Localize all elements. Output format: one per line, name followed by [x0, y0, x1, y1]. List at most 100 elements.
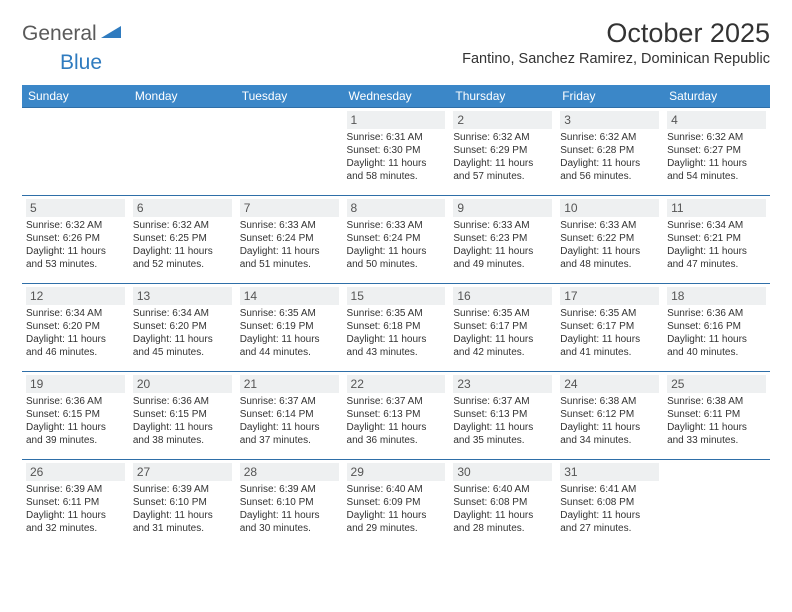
day-info: Sunrise: 6:34 AMSunset: 6:21 PMDaylight:… [667, 219, 766, 271]
daylight-line: Daylight: 11 hours and 31 minutes. [133, 509, 232, 535]
weekday-heading: Tuesday [236, 85, 343, 108]
day-info: Sunrise: 6:32 AMSunset: 6:25 PMDaylight:… [133, 219, 232, 271]
logo: General [22, 18, 123, 46]
sunset-line: Sunset: 6:13 PM [453, 408, 552, 421]
day-info: Sunrise: 6:34 AMSunset: 6:20 PMDaylight:… [26, 307, 125, 359]
calendar-day-cell [236, 108, 343, 196]
daylight-line: Daylight: 11 hours and 47 minutes. [667, 245, 766, 271]
daylight-line: Daylight: 11 hours and 40 minutes. [667, 333, 766, 359]
sunset-line: Sunset: 6:11 PM [667, 408, 766, 421]
daylight-line: Daylight: 11 hours and 35 minutes. [453, 421, 552, 447]
sunrise-line: Sunrise: 6:32 AM [133, 219, 232, 232]
calendar-week-row: 26Sunrise: 6:39 AMSunset: 6:11 PMDayligh… [22, 460, 770, 548]
calendar-day-cell: 14Sunrise: 6:35 AMSunset: 6:19 PMDayligh… [236, 284, 343, 372]
daylight-line: Daylight: 11 hours and 27 minutes. [560, 509, 659, 535]
daylight-line: Daylight: 11 hours and 56 minutes. [560, 157, 659, 183]
calendar-day-cell: 17 Sunrise: 6:35 AMSunset: 6:17 PMDayligh… [556, 284, 663, 372]
day-number: 17 [560, 287, 659, 305]
day-info: Sunrise: 6:40 AMSunset: 6:08 PMDaylight:… [453, 483, 552, 535]
daylight-line: Daylight: 11 hours and 51 minutes. [240, 245, 339, 271]
sunrise-line: Sunrise: 6:35 AM [453, 307, 552, 320]
weekday-heading: Sunday [22, 85, 129, 108]
sunset-line: Sunset: 6:08 PM [453, 496, 552, 509]
calendar-day-cell: 6Sunrise: 6:32 AMSunset: 6:25 PMDaylight… [129, 196, 236, 284]
day-number: 8 [347, 199, 446, 217]
day-info: Sunrise: 6:39 AMSunset: 6:11 PMDaylight:… [26, 483, 125, 535]
day-number: 23 [453, 375, 552, 393]
daylight-line: Daylight: 11 hours and 48 minutes. [560, 245, 659, 271]
calendar-day-cell: 27 Sunrise: 6:39 AMSunset: 6:10 PMDayligh… [129, 460, 236, 548]
day-info: Sunrise: 6:36 AMSunset: 6:15 PMDaylight:… [26, 395, 125, 447]
sunrise-line: Sunrise: 6:32 AM [453, 131, 552, 144]
calendar-day-cell: 4Sunrise: 6:32 AMSunset: 6:27 PMDaylight… [663, 108, 770, 196]
calendar-day-cell: 30 Sunrise: 6:40 AMSunset: 6:08 PMDayligh… [449, 460, 556, 548]
sunset-line: Sunset: 6:08 PM [560, 496, 659, 509]
calendar-day-cell: 29Sunrise: 6:40 AMSunset: 6:09 PMDayligh… [343, 460, 450, 548]
day-info: Sunrise: 6:31 AMSunset: 6:30 PMDaylight:… [347, 131, 446, 183]
weekday-header-row: Sunday Monday Tuesday Wednesday Thursday… [22, 85, 770, 108]
day-info: Sunrise: 6:37 AMSunset: 6:14 PMDaylight:… [240, 395, 339, 447]
day-number: 26 [26, 463, 125, 481]
month-title: October 2025 [462, 18, 770, 49]
daylight-line: Daylight: 11 hours and 37 minutes. [240, 421, 339, 447]
weekday-heading: Saturday [663, 85, 770, 108]
calendar-day-cell: 20Sunrise: 6:36 AMSunset: 6:15 PMDayligh… [129, 372, 236, 460]
day-number: 5 [26, 199, 125, 217]
sunrise-line: Sunrise: 6:37 AM [347, 395, 446, 408]
sunset-line: Sunset: 6:12 PM [560, 408, 659, 421]
calendar-day-cell: 9Sunrise: 6:33 AMSunset: 6:23 PMDaylight… [449, 196, 556, 284]
daylight-line: Daylight: 11 hours and 38 minutes. [133, 421, 232, 447]
day-number: 20 [133, 375, 232, 393]
daylight-line: Daylight: 11 hours and 57 minutes. [453, 157, 552, 183]
sunrise-line: Sunrise: 6:35 AM [560, 307, 659, 320]
day-info: Sunrise: 6:39 AMSunset: 6:10 PMDaylight:… [240, 483, 339, 535]
calendar-day-cell: 16Sunrise: 6:35 AMSunset: 6:17 PMDayligh… [449, 284, 556, 372]
weekday-heading: Thursday [449, 85, 556, 108]
weekday-heading: Friday [556, 85, 663, 108]
day-info: Sunrise: 6:33 AMSunset: 6:24 PMDaylight:… [347, 219, 446, 271]
day-number: 30 [453, 463, 552, 481]
day-info: Sunrise: 6:33 AMSunset: 6:22 PMDaylight:… [560, 219, 659, 271]
sunset-line: Sunset: 6:27 PM [667, 144, 766, 157]
sunset-line: Sunset: 6:20 PM [26, 320, 125, 333]
sunset-line: Sunset: 6:11 PM [26, 496, 125, 509]
day-number: 10 [560, 199, 659, 217]
daylight-line: Daylight: 11 hours and 28 minutes. [453, 509, 552, 535]
calendar-day-cell: 28 Sunrise: 6:39 AMSunset: 6:10 PMDayligh… [236, 460, 343, 548]
day-info: Sunrise: 6:35 AMSunset: 6:17 PMDaylight:… [453, 307, 552, 359]
logo-text-blue: Blue [60, 51, 102, 74]
sunset-line: Sunset: 6:25 PM [133, 232, 232, 245]
day-info: Sunrise: 6:35 AMSunset: 6:17 PMDaylight:… [560, 307, 659, 359]
day-number: 19 [26, 375, 125, 393]
day-number: 28 [240, 463, 339, 481]
daylight-line: Daylight: 11 hours and 52 minutes. [133, 245, 232, 271]
calendar-day-cell: 18Sunrise: 6:36 AMSunset: 6:16 PMDayligh… [663, 284, 770, 372]
day-info: Sunrise: 6:38 AMSunset: 6:12 PMDaylight:… [560, 395, 659, 447]
calendar-day-cell: 19 Sunrise: 6:36 AMSunset: 6:15 PMDayligh… [22, 372, 129, 460]
sunset-line: Sunset: 6:21 PM [667, 232, 766, 245]
sunset-line: Sunset: 6:22 PM [560, 232, 659, 245]
day-number: 1 [347, 111, 446, 129]
logo-triangle-icon [101, 24, 121, 45]
calendar-day-cell: 22Sunrise: 6:37 AMSunset: 6:13 PMDayligh… [343, 372, 450, 460]
day-info: Sunrise: 6:32 AMSunset: 6:28 PMDaylight:… [560, 131, 659, 183]
calendar-day-cell: 24Sunrise: 6:38 AMSunset: 6:12 PMDayligh… [556, 372, 663, 460]
daylight-line: Daylight: 11 hours and 54 minutes. [667, 157, 766, 183]
daylight-line: Daylight: 11 hours and 36 minutes. [347, 421, 446, 447]
weekday-heading: Monday [129, 85, 236, 108]
calendar-table: Sunday Monday Tuesday Wednesday Thursday… [22, 85, 770, 548]
day-info: Sunrise: 6:39 AMSunset: 6:10 PMDaylight:… [133, 483, 232, 535]
daylight-line: Daylight: 11 hours and 30 minutes. [240, 509, 339, 535]
weekday-heading: Wednesday [343, 85, 450, 108]
day-number: 27 [133, 463, 232, 481]
sunset-line: Sunset: 6:20 PM [133, 320, 232, 333]
daylight-line: Daylight: 11 hours and 42 minutes. [453, 333, 552, 359]
daylight-line: Daylight: 11 hours and 49 minutes. [453, 245, 552, 271]
logo-text-general: General [22, 22, 97, 46]
calendar-day-cell: 26 Sunrise: 6:39 AMSunset: 6:11 PMDayligh… [22, 460, 129, 548]
sunrise-line: Sunrise: 6:39 AM [26, 483, 125, 496]
day-info: Sunrise: 6:35 AMSunset: 6:18 PMDaylight:… [347, 307, 446, 359]
calendar-day-cell: 5Sunrise: 6:32 AMSunset: 6:26 PMDaylight… [22, 196, 129, 284]
sunrise-line: Sunrise: 6:31 AM [347, 131, 446, 144]
daylight-line: Daylight: 11 hours and 43 minutes. [347, 333, 446, 359]
